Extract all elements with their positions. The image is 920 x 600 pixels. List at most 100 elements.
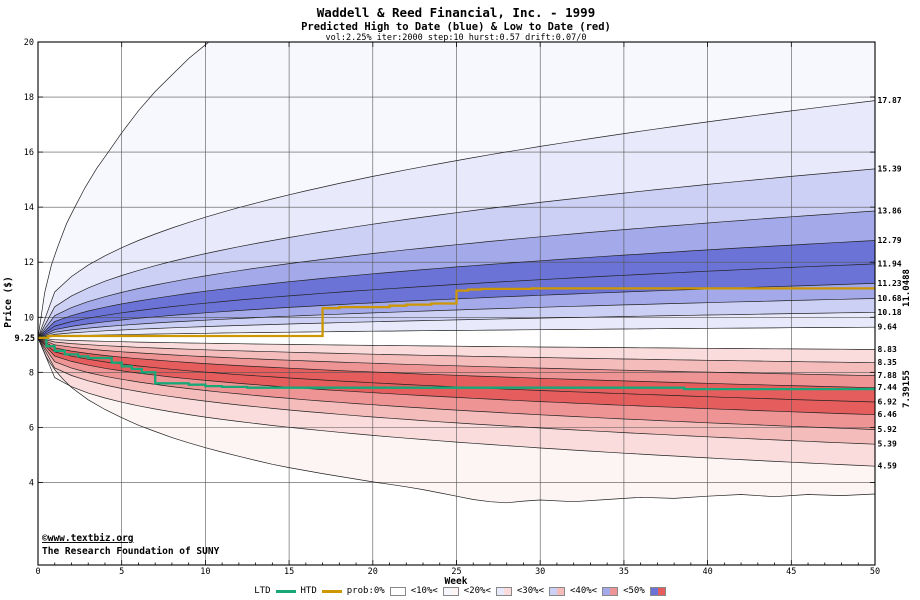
probability-band xyxy=(38,337,875,402)
right-axis-label: 7.44 xyxy=(878,383,897,392)
probability-band xyxy=(38,42,875,338)
right-axis-label: 11.23 xyxy=(878,279,902,288)
ltd-end-value-label: 7.39155 xyxy=(902,370,912,408)
right-axis-label: 12.79 xyxy=(878,236,902,245)
start-price-label: 9.25 xyxy=(15,334,35,344)
percentile-curve xyxy=(38,337,875,376)
watermark-org: The Research Foundation of SUNY xyxy=(42,546,220,557)
percentile-curve xyxy=(38,337,875,467)
x-tick-label: 40 xyxy=(702,567,712,577)
percentile-curve xyxy=(38,100,875,339)
right-axis-label: 10.18 xyxy=(878,308,902,317)
x-tick-label: 5 xyxy=(119,567,124,577)
legend-band-label-4: <40%< xyxy=(569,586,598,596)
percentile-curve xyxy=(38,298,875,339)
step-lines xyxy=(38,287,875,391)
legend-prob0-label: prob:0% xyxy=(346,586,385,596)
chart-title: Waddell & Reed Financial, Inc. - 1999 xyxy=(317,5,595,20)
axis-labels: 0 5 10 15 20 25 30 35 40 45 50 4 6 8 10 12 14 16 18 20 17.87… xyxy=(24,38,902,577)
right-axis-label: 17.87 xyxy=(878,96,902,105)
htd-step-line xyxy=(38,287,875,340)
x-tick-label: 30 xyxy=(535,567,545,577)
percentile-curve xyxy=(38,240,875,339)
right-axis-label: 4.59 xyxy=(878,462,897,471)
percentile-curve xyxy=(38,337,875,364)
probability-band xyxy=(38,211,875,338)
legend-band-label-3: <30%< xyxy=(516,586,544,596)
percentile-curve xyxy=(38,326,875,339)
chart-render-root: 0 5 10 15 20 25 30 35 40 45 50 4 6 8 10 12 14 16 18 20 17.87… xyxy=(24,38,902,577)
percentile-curve xyxy=(38,337,875,389)
x-tick-label: 25 xyxy=(451,567,461,577)
watermark-url: ©www.textbiz.org xyxy=(42,533,134,544)
legend-band-swatch-2 xyxy=(495,587,512,596)
right-axis-label: 8.35 xyxy=(878,358,897,367)
chart-legend: LTD HTD prob:0% <10%< <20%< <30%< <40%< <50% xyxy=(0,586,920,597)
x-tick-label: 35 xyxy=(619,567,629,577)
y-tick-label: 6 xyxy=(29,423,34,433)
x-tick-label: 20 xyxy=(368,567,378,577)
y-tick-label: 18 xyxy=(24,93,34,103)
probability-band xyxy=(38,168,875,338)
right-axis-label: 15.39 xyxy=(878,164,902,173)
x-tick-label: 0 xyxy=(35,567,40,577)
probability-band xyxy=(38,240,875,338)
chart-subtitle: Predicted High to Date (blue) & Low to D… xyxy=(301,21,611,33)
percentile-curve xyxy=(38,311,875,339)
right-axis-label: 6.92 xyxy=(878,398,897,407)
right-axis-label: 11.94 xyxy=(878,259,902,268)
legend-swatch-0pct xyxy=(389,587,406,596)
y-tick-label: 16 xyxy=(24,148,34,158)
y-axis-title: Price ($) xyxy=(3,276,14,327)
percentile-curve xyxy=(38,168,875,339)
right-axis-label: 9.64 xyxy=(878,323,897,332)
right-axis-label: 7.88 xyxy=(878,371,897,380)
right-axis-label: 10.68 xyxy=(878,294,902,303)
y-tick-label: 14 xyxy=(24,203,34,213)
x-tick-label: 50 xyxy=(870,567,880,577)
percentile-curve xyxy=(38,337,875,504)
legend-band-swatch-5 xyxy=(649,587,666,596)
legend-ltd-label: LTD xyxy=(254,586,271,596)
legend-htd-line-sample xyxy=(321,590,342,593)
legend-band-label-5: <50% xyxy=(623,586,645,596)
percentile-curve xyxy=(38,42,210,338)
probability-band xyxy=(38,283,875,338)
legend-band-label-2: <20%< xyxy=(463,586,491,596)
percentile-curve xyxy=(38,337,875,430)
percentile-curve xyxy=(38,210,875,339)
legend-band-swatch-1 xyxy=(442,587,459,596)
right-axis-label: 13.86 xyxy=(878,207,902,216)
x-tick-label: 15 xyxy=(284,567,294,577)
y-tick-label: 8 xyxy=(29,368,34,378)
probability-band xyxy=(38,100,875,338)
percentile-curve xyxy=(38,263,875,339)
legend-band-swatch-3 xyxy=(548,587,565,596)
legend-ltd-line-sample xyxy=(275,590,296,593)
probability-band xyxy=(38,263,875,338)
legend-band-label-1: <10%< xyxy=(410,586,438,596)
ltd-step-line xyxy=(38,336,875,391)
y-tick-label: 10 xyxy=(24,313,34,323)
axes-and-ticks xyxy=(37,41,876,566)
y-tick-label: 4 xyxy=(29,478,34,488)
legend-band-swatch-4 xyxy=(602,587,619,596)
probability-band xyxy=(38,337,875,388)
x-tick-label: 10 xyxy=(200,567,210,577)
y-tick-label: 12 xyxy=(24,258,34,268)
probability-band xyxy=(38,337,875,503)
right-axis-label: 5.92 xyxy=(878,425,897,434)
right-axis-label: 6.46 xyxy=(878,410,897,419)
right-axis-label: 8.83 xyxy=(878,345,897,354)
percentile-curve xyxy=(38,337,875,416)
htd-end-value-label: 11.0488 xyxy=(902,269,912,307)
legend-htd-label: HTD xyxy=(300,586,317,596)
x-axis-title: Week xyxy=(445,576,468,587)
y-tick-label: 20 xyxy=(24,38,34,48)
right-axis-label: 5.39 xyxy=(878,440,897,449)
percentile-curve xyxy=(38,337,875,445)
percentile-curve xyxy=(38,337,875,350)
percentile-curves xyxy=(38,42,875,504)
